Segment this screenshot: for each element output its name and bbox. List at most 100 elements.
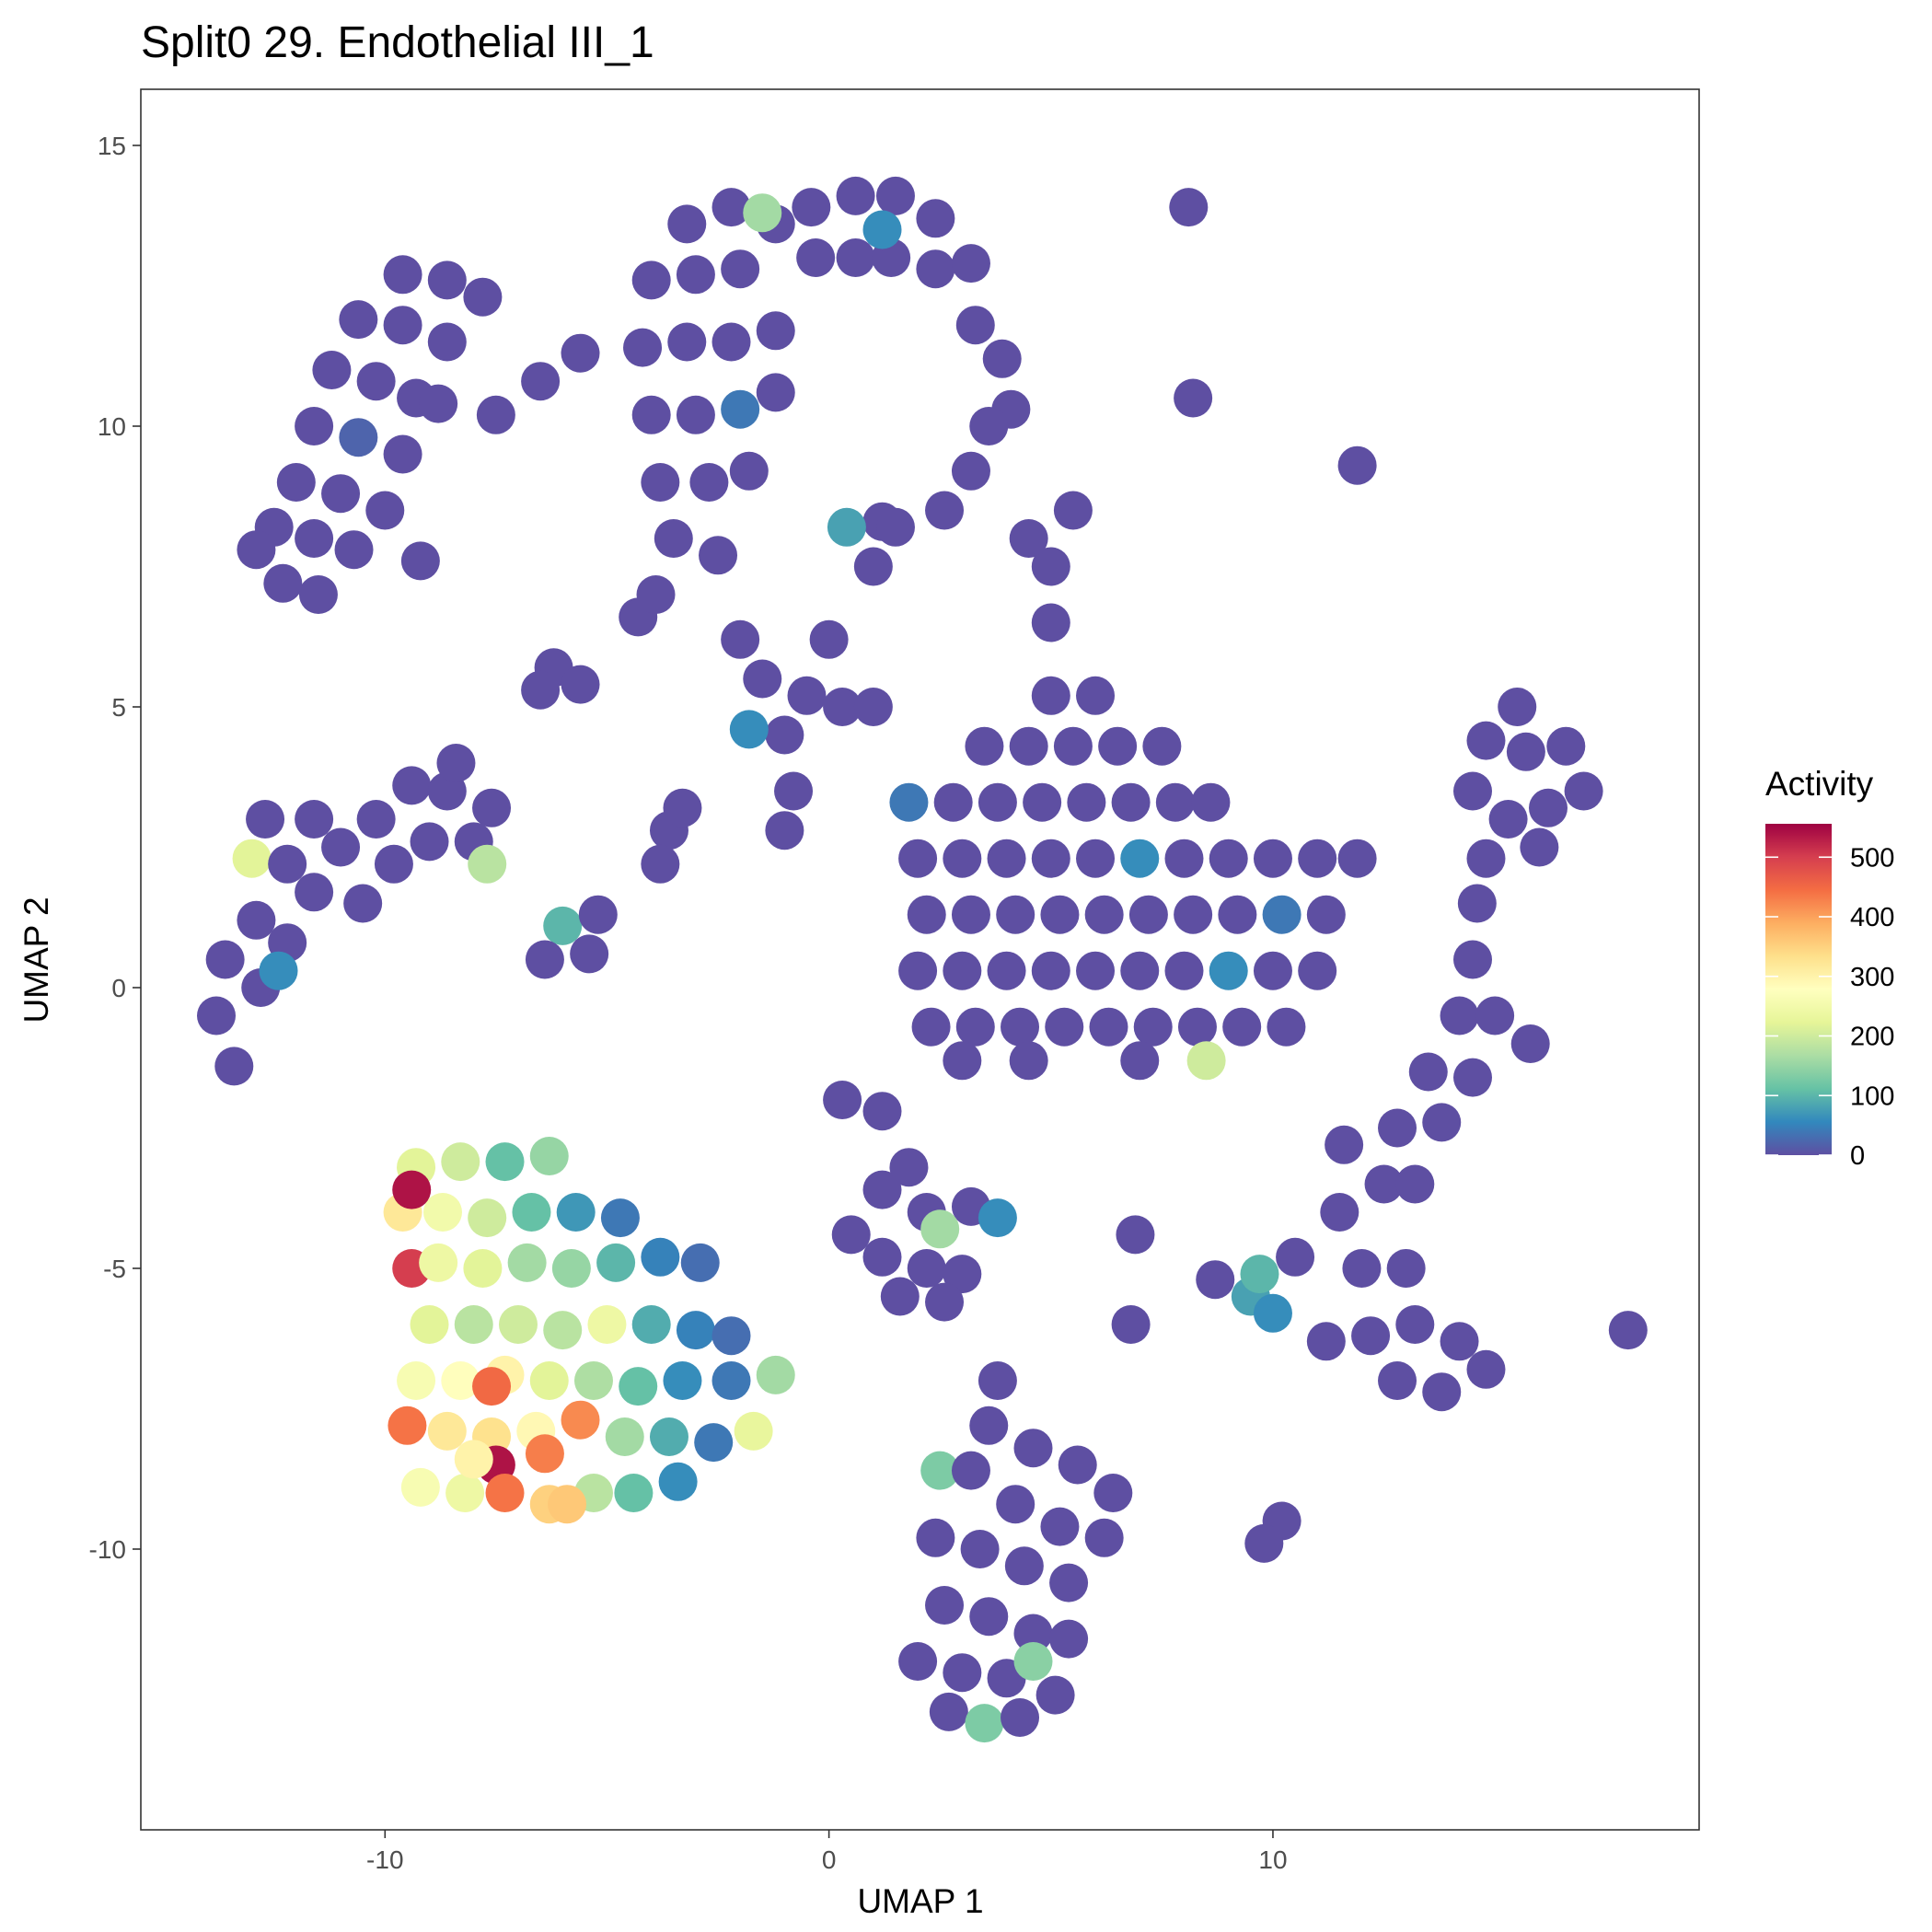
point — [427, 1411, 467, 1451]
point — [649, 1417, 688, 1456]
point — [295, 407, 334, 445]
point — [676, 255, 715, 295]
point — [339, 300, 378, 340]
point — [543, 1311, 583, 1350]
point — [578, 895, 618, 934]
point — [1488, 800, 1528, 839]
point — [1049, 1619, 1089, 1659]
point — [889, 782, 929, 822]
point — [1395, 1305, 1435, 1344]
point — [987, 839, 1026, 878]
point — [1378, 1108, 1417, 1148]
point — [792, 188, 831, 227]
point — [356, 800, 396, 839]
point — [498, 1305, 538, 1344]
point — [214, 1047, 254, 1086]
point — [1510, 1024, 1550, 1063]
point — [1440, 1322, 1479, 1361]
point — [573, 1361, 613, 1400]
point — [1325, 1125, 1364, 1164]
point — [454, 1305, 493, 1344]
point — [237, 900, 276, 940]
point — [529, 1137, 569, 1175]
point — [427, 260, 467, 300]
point — [641, 844, 680, 884]
point — [1209, 839, 1248, 878]
point — [614, 1474, 654, 1512]
point — [1023, 782, 1062, 822]
point — [321, 827, 361, 867]
point — [978, 1361, 1017, 1400]
point — [996, 895, 1035, 934]
point — [853, 547, 893, 586]
point — [388, 1406, 427, 1445]
point — [836, 176, 875, 215]
chart-title: Split0 29. Endothelial III_1 — [141, 18, 654, 67]
y-tick-label: -10 — [89, 1535, 126, 1564]
point — [383, 255, 422, 295]
point — [400, 541, 440, 581]
point — [1084, 895, 1124, 934]
point — [392, 1170, 432, 1209]
point — [472, 788, 512, 827]
point — [1089, 1007, 1128, 1047]
point — [1031, 951, 1070, 990]
point — [1253, 839, 1292, 878]
point — [1453, 940, 1493, 979]
point — [982, 339, 1022, 378]
point — [374, 844, 413, 884]
point — [729, 451, 769, 491]
point — [1009, 1041, 1048, 1081]
point — [1164, 839, 1204, 878]
point — [951, 244, 990, 283]
point — [658, 1462, 698, 1501]
point — [587, 1305, 627, 1344]
y-tick-label: 0 — [111, 974, 126, 1002]
point — [1031, 547, 1070, 586]
point — [321, 474, 361, 514]
point — [875, 176, 915, 215]
point — [237, 530, 276, 570]
point — [823, 1081, 862, 1119]
point — [1093, 1474, 1133, 1512]
point — [1001, 1007, 1040, 1047]
point — [1040, 1507, 1080, 1546]
point — [862, 1092, 902, 1131]
point — [1222, 1007, 1262, 1047]
point — [1174, 895, 1213, 934]
point — [365, 491, 405, 530]
point — [1111, 782, 1151, 822]
point — [631, 395, 671, 434]
point — [969, 1406, 1009, 1445]
point — [969, 1597, 1009, 1637]
point — [1320, 1193, 1359, 1232]
point — [468, 1198, 507, 1238]
x-tick-label: -10 — [366, 1845, 403, 1874]
point — [1466, 1349, 1506, 1389]
point — [1067, 782, 1106, 822]
point — [969, 407, 1009, 445]
point — [548, 1485, 587, 1524]
point — [965, 726, 1004, 766]
y-axis-title: UMAP 2 — [17, 897, 55, 1023]
point — [454, 1440, 493, 1479]
point — [196, 996, 236, 1035]
point — [561, 665, 600, 704]
point — [1013, 1614, 1053, 1653]
point — [1035, 1675, 1075, 1715]
point — [1053, 726, 1093, 766]
point — [1506, 732, 1545, 771]
point — [1378, 1361, 1417, 1400]
point — [1040, 895, 1080, 934]
point — [823, 688, 862, 726]
point — [721, 619, 760, 659]
point — [787, 676, 827, 715]
point — [1422, 1372, 1462, 1412]
point — [1608, 1311, 1648, 1350]
point — [561, 333, 600, 373]
point — [298, 575, 338, 614]
point — [943, 839, 982, 878]
point — [419, 1243, 458, 1282]
point — [898, 1642, 938, 1681]
point — [916, 199, 955, 238]
